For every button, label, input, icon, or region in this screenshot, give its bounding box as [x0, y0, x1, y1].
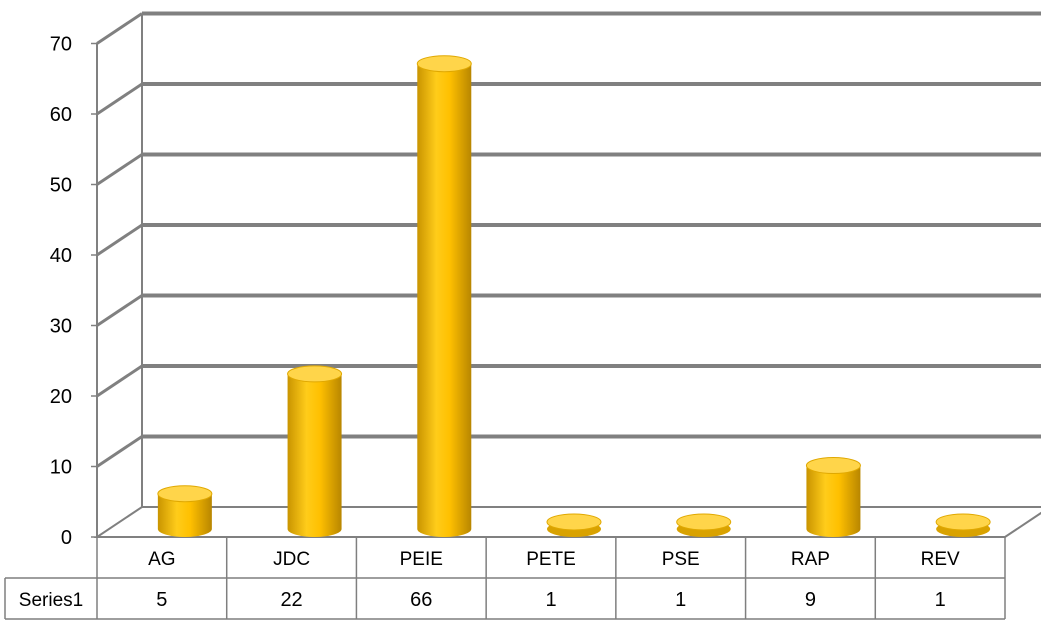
y-tick-label: 10 — [50, 457, 72, 479]
bar-top — [805, 457, 861, 475]
y-axis-tick-labels: 0 10 20 30 40 50 60 70 — [50, 34, 72, 550]
gridline-side — [96, 82, 143, 116]
bar-top — [935, 513, 991, 531]
data-value-label: 9 — [805, 589, 816, 611]
bar-body — [417, 63, 472, 537]
gridline-side — [96, 153, 143, 186]
y-tick-label: 60 — [50, 104, 72, 126]
bar-body — [287, 373, 342, 537]
x-category-label: AG — [148, 549, 175, 570]
y-tick-label: 50 — [50, 175, 72, 197]
bar-top — [416, 55, 472, 73]
x-category-label: PSE — [662, 549, 700, 570]
x-category-label: RAP — [791, 549, 830, 570]
bar-top — [157, 485, 213, 503]
bar-top — [287, 365, 343, 383]
x-category-label: PETE — [526, 549, 576, 570]
gridlines — [91, 11, 1041, 538]
y-tick-label: 70 — [50, 34, 72, 56]
data-value-label: 5 — [156, 589, 167, 611]
bar-body — [806, 465, 861, 537]
bar-top — [676, 513, 732, 531]
gridline-side — [96, 435, 143, 468]
gridline-side — [96, 294, 143, 327]
y-tick-label: 40 — [50, 245, 72, 267]
gridline-side — [96, 223, 143, 257]
x-category-label: PEIE — [400, 549, 443, 570]
x-category-label: REV — [921, 549, 960, 570]
bar — [935, 513, 991, 537]
bar-body — [157, 493, 212, 537]
x-category-label: JDC — [273, 549, 310, 570]
data-value-label: 1 — [675, 589, 686, 611]
series-name-label: Series1 — [19, 590, 83, 611]
data-value-label: 1 — [545, 589, 556, 611]
bar — [157, 485, 213, 537]
data-table: AG JDC PEIE PETE PSE RAP REV Series1 5 22 66 1 1 9 1 — [4, 537, 1006, 620]
bar-top — [546, 513, 602, 531]
y-tick-label: 30 — [50, 316, 72, 338]
bar — [676, 513, 732, 537]
bar — [546, 513, 602, 537]
y-tick-label: 0 — [61, 527, 72, 549]
data-value-label: 1 — [935, 589, 946, 611]
bar — [805, 457, 861, 537]
chart-floor — [93, 506, 1041, 538]
data-value-label: 22 — [280, 589, 302, 611]
gridline-side — [96, 364, 143, 398]
bar — [416, 55, 472, 537]
gridline-side — [96, 12, 143, 45]
data-value-label: 66 — [410, 589, 432, 611]
bar — [287, 365, 343, 537]
y-tick-label: 20 — [50, 386, 72, 408]
chart-walls — [93, 13, 1041, 538]
bars — [157, 55, 991, 537]
